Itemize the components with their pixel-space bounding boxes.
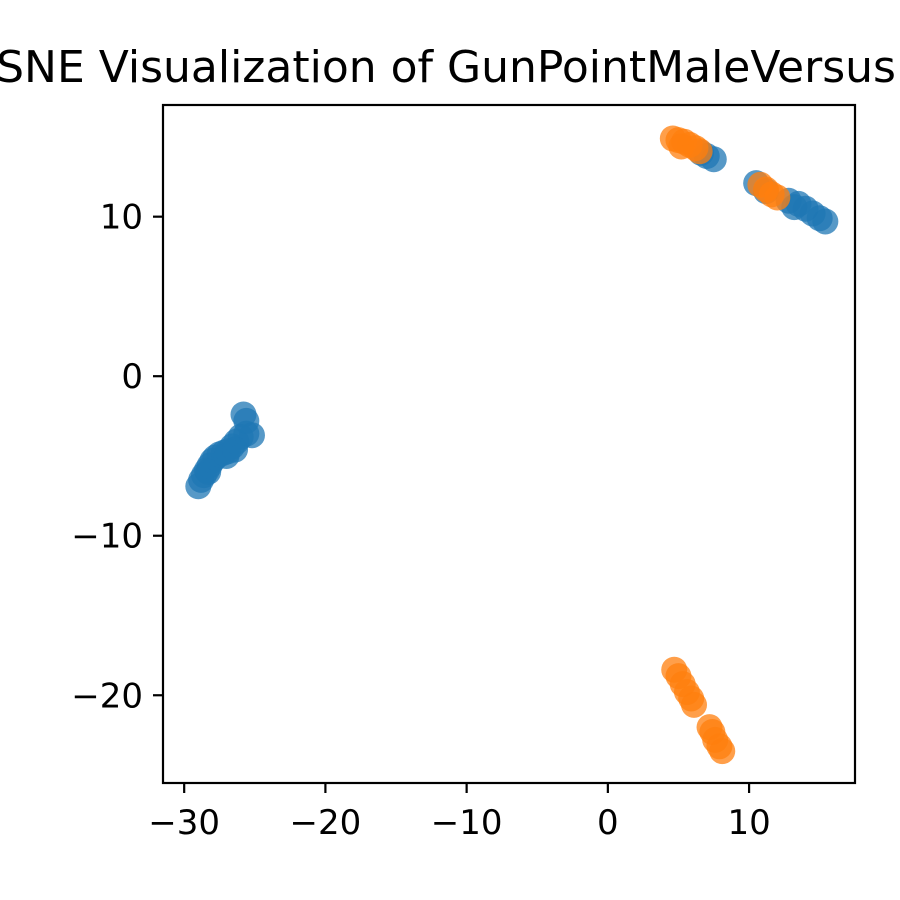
series-1-point-16 — [681, 691, 708, 718]
series-0-point-24 — [812, 208, 839, 235]
series-0-point-17 — [195, 458, 222, 485]
x-tick-label: 10 — [727, 803, 770, 843]
y-tick-label: −10 — [71, 517, 143, 557]
x-tick-label: −30 — [148, 803, 220, 843]
series-0-point-16 — [233, 407, 260, 434]
x-tick-label: −10 — [431, 803, 503, 843]
chart-title-group: t-SNE Visualization of GunPointMaleVersu… — [0, 42, 900, 93]
points-layer — [185, 125, 839, 765]
y-axis: −20 −10 0 10 — [71, 198, 163, 716]
y-tick-label: −20 — [71, 676, 143, 716]
x-axis: −30 −20 −10 0 10 — [148, 783, 771, 843]
series-1-point-20 — [709, 738, 736, 765]
series-0-point-19 — [222, 436, 249, 463]
y-tick-label: 10 — [100, 198, 143, 238]
series-1-point-10 — [764, 184, 791, 211]
x-tick-label: −20 — [290, 803, 362, 843]
plot-frame — [161, 103, 857, 785]
y-tick-label: 0 — [121, 357, 143, 397]
series-1-point-21 — [696, 714, 723, 741]
x-tick-label: 0 — [597, 803, 619, 843]
chart-title: t-SNE Visualization of GunPointMaleVersu… — [0, 42, 900, 93]
series-1-point-6 — [668, 133, 695, 160]
